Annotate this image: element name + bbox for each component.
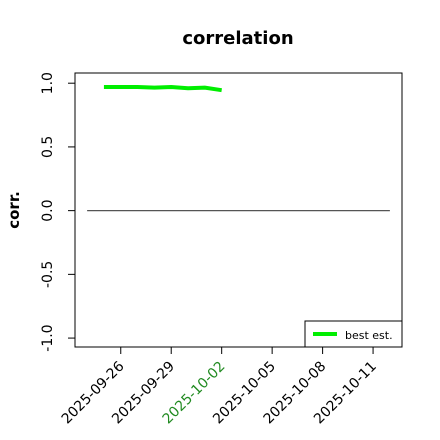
y-tick-label: -0.5 xyxy=(40,261,56,288)
y-tick-label: -1.0 xyxy=(40,324,56,351)
y-axis-label: corr. xyxy=(5,191,23,229)
y-tick-label: 0.0 xyxy=(40,200,56,222)
chart-title: correlation xyxy=(182,28,293,49)
series-line xyxy=(103,85,222,93)
y-tick-label: 0.5 xyxy=(40,136,56,158)
plot-frame xyxy=(74,72,403,348)
y-tick-label: 1.0 xyxy=(40,72,56,94)
legend-label: best est. xyxy=(345,329,393,342)
